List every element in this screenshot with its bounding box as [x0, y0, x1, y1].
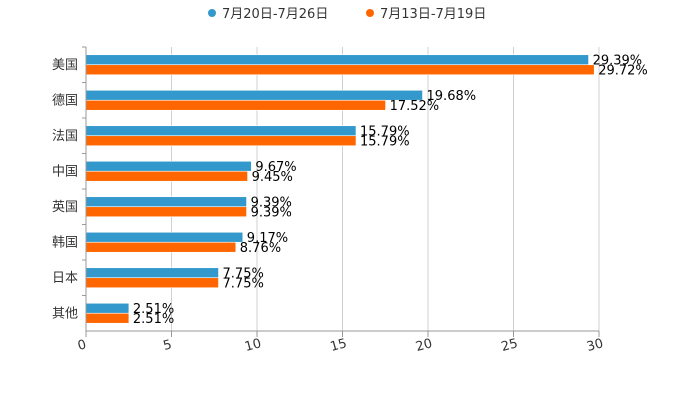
- data-label: 15.79%: [360, 124, 410, 139]
- legend-item[interactable]: 7月13日-7月19日: [366, 7, 486, 22]
- axes: 0 5 10 15 20 25 30: [76, 46, 605, 355]
- category-label: 日本: [52, 271, 78, 286]
- data-label: 9.45%: [252, 170, 293, 185]
- bar-previous-week[interactable]: [85, 277, 219, 289]
- category-label: 其他: [52, 306, 78, 321]
- legend-label: 7月20日-7月26日: [222, 7, 328, 22]
- legend[interactable]: 7月20日-7月26日 7月13日-7月19日: [208, 7, 486, 22]
- legend-item[interactable]: 7月20日-7月26日: [208, 7, 328, 22]
- x-tick-label: 25: [500, 336, 520, 355]
- bar-previous-week[interactable]: [85, 241, 237, 253]
- category-label: 德国: [52, 93, 78, 108]
- data-label: 2.51%: [133, 302, 174, 317]
- bar-current-week[interactable]: [85, 302, 130, 314]
- bar-previous-week[interactable]: [85, 135, 357, 147]
- data-label: 9.39%: [251, 205, 292, 220]
- bar-previous-week[interactable]: [85, 312, 130, 324]
- x-tick-label: 30: [585, 336, 605, 355]
- bar-current-week[interactable]: [85, 125, 357, 137]
- data-label: 29.39%: [593, 53, 643, 68]
- bar-previous-week[interactable]: [85, 170, 248, 182]
- category-label: 韩国: [52, 235, 78, 250]
- bar-previous-week[interactable]: [85, 99, 386, 111]
- bar-current-week[interactable]: [85, 89, 423, 101]
- data-label: 2.51%: [133, 312, 174, 327]
- legend-marker: [208, 9, 216, 17]
- data-label: 9.17%: [247, 231, 288, 246]
- bar-current-week[interactable]: [85, 231, 244, 243]
- data-label: 15.79%: [360, 134, 410, 149]
- category-label: 中国: [52, 164, 78, 179]
- category-label: 英国: [52, 200, 78, 215]
- labels: 美国德国法国中国英国韩国日本其他29.39%19.68%15.79%9.67%9…: [52, 53, 648, 327]
- bar-previous-week[interactable]: [85, 206, 247, 218]
- x-tick-label: 15: [329, 336, 349, 355]
- legend-label: 7月13日-7月19日: [380, 7, 486, 22]
- data-label: 9.67%: [255, 160, 296, 175]
- bar-current-week[interactable]: [85, 54, 589, 66]
- data-label: 7.75%: [223, 266, 264, 281]
- data-label: 17.52%: [390, 99, 440, 114]
- x-tick-label: 0: [76, 337, 88, 354]
- data-label: 7.75%: [223, 276, 264, 291]
- data-label: 29.72%: [598, 63, 648, 78]
- x-tick-label: 5: [162, 337, 174, 354]
- bar-current-week[interactable]: [85, 267, 219, 279]
- x-tick-label: 20: [414, 336, 434, 355]
- bar-current-week[interactable]: [85, 160, 252, 172]
- bar-previous-week[interactable]: [85, 64, 595, 76]
- legend-marker: [366, 9, 374, 17]
- category-label: 法国: [52, 129, 78, 144]
- data-label: 8.76%: [240, 241, 281, 256]
- bar-current-week[interactable]: [85, 196, 247, 208]
- bars: [85, 54, 595, 324]
- data-label: 9.39%: [251, 195, 292, 210]
- data-label: 19.68%: [427, 89, 477, 104]
- category-label: 美国: [52, 58, 78, 73]
- x-tick-label: 10: [243, 336, 263, 355]
